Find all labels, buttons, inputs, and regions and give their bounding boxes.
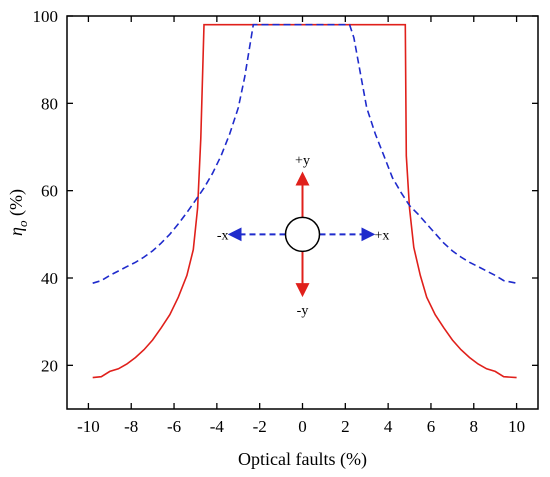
x-tick-label: 4 xyxy=(384,417,393,436)
y-axis-symbol: η xyxy=(6,227,26,236)
y-tick-label: 40 xyxy=(41,269,58,288)
label-plus-y: +y xyxy=(295,153,310,168)
x-tick-label: 2 xyxy=(341,417,350,436)
x-tick-label: 6 xyxy=(427,417,436,436)
series-line-dashed xyxy=(92,23,517,284)
y-tick-label: 100 xyxy=(33,7,59,26)
x-tick-label: -8 xyxy=(124,417,138,436)
y-axis-title: ηo (%) xyxy=(6,189,30,236)
x-tick-label: -6 xyxy=(167,417,181,436)
y-axis-ticks: 20 40 60 80 100 xyxy=(33,7,538,375)
x-tick-label: -10 xyxy=(77,417,100,436)
x-tick-label: 10 xyxy=(508,417,525,436)
y-axis-subscript: o xyxy=(15,220,30,227)
direction-annotation: +y -y -x +x xyxy=(217,153,390,318)
label-plus-x: +x xyxy=(375,228,390,243)
y-tick-label: 20 xyxy=(41,356,58,375)
series-line-solid xyxy=(92,23,517,379)
x-tick-label: -4 xyxy=(210,417,225,436)
x-tick-label: 8 xyxy=(470,417,479,436)
x-tick-label: -2 xyxy=(253,417,267,436)
y-axis-unit: (%) xyxy=(6,189,27,220)
x-axis-title: Optical faults (%) xyxy=(238,449,367,470)
y-tick-label: 60 xyxy=(41,182,58,201)
label-minus-y: -y xyxy=(297,303,309,318)
beam-circle-icon xyxy=(284,216,321,253)
series-layer xyxy=(92,23,517,379)
x-tick-label: 0 xyxy=(298,417,307,436)
label-minus-x: -x xyxy=(217,228,229,243)
x-axis-ticks: -10 -8 -6 -4 -2 0 2 4 6 8 10 xyxy=(77,16,525,436)
y-tick-label: 80 xyxy=(41,94,58,113)
